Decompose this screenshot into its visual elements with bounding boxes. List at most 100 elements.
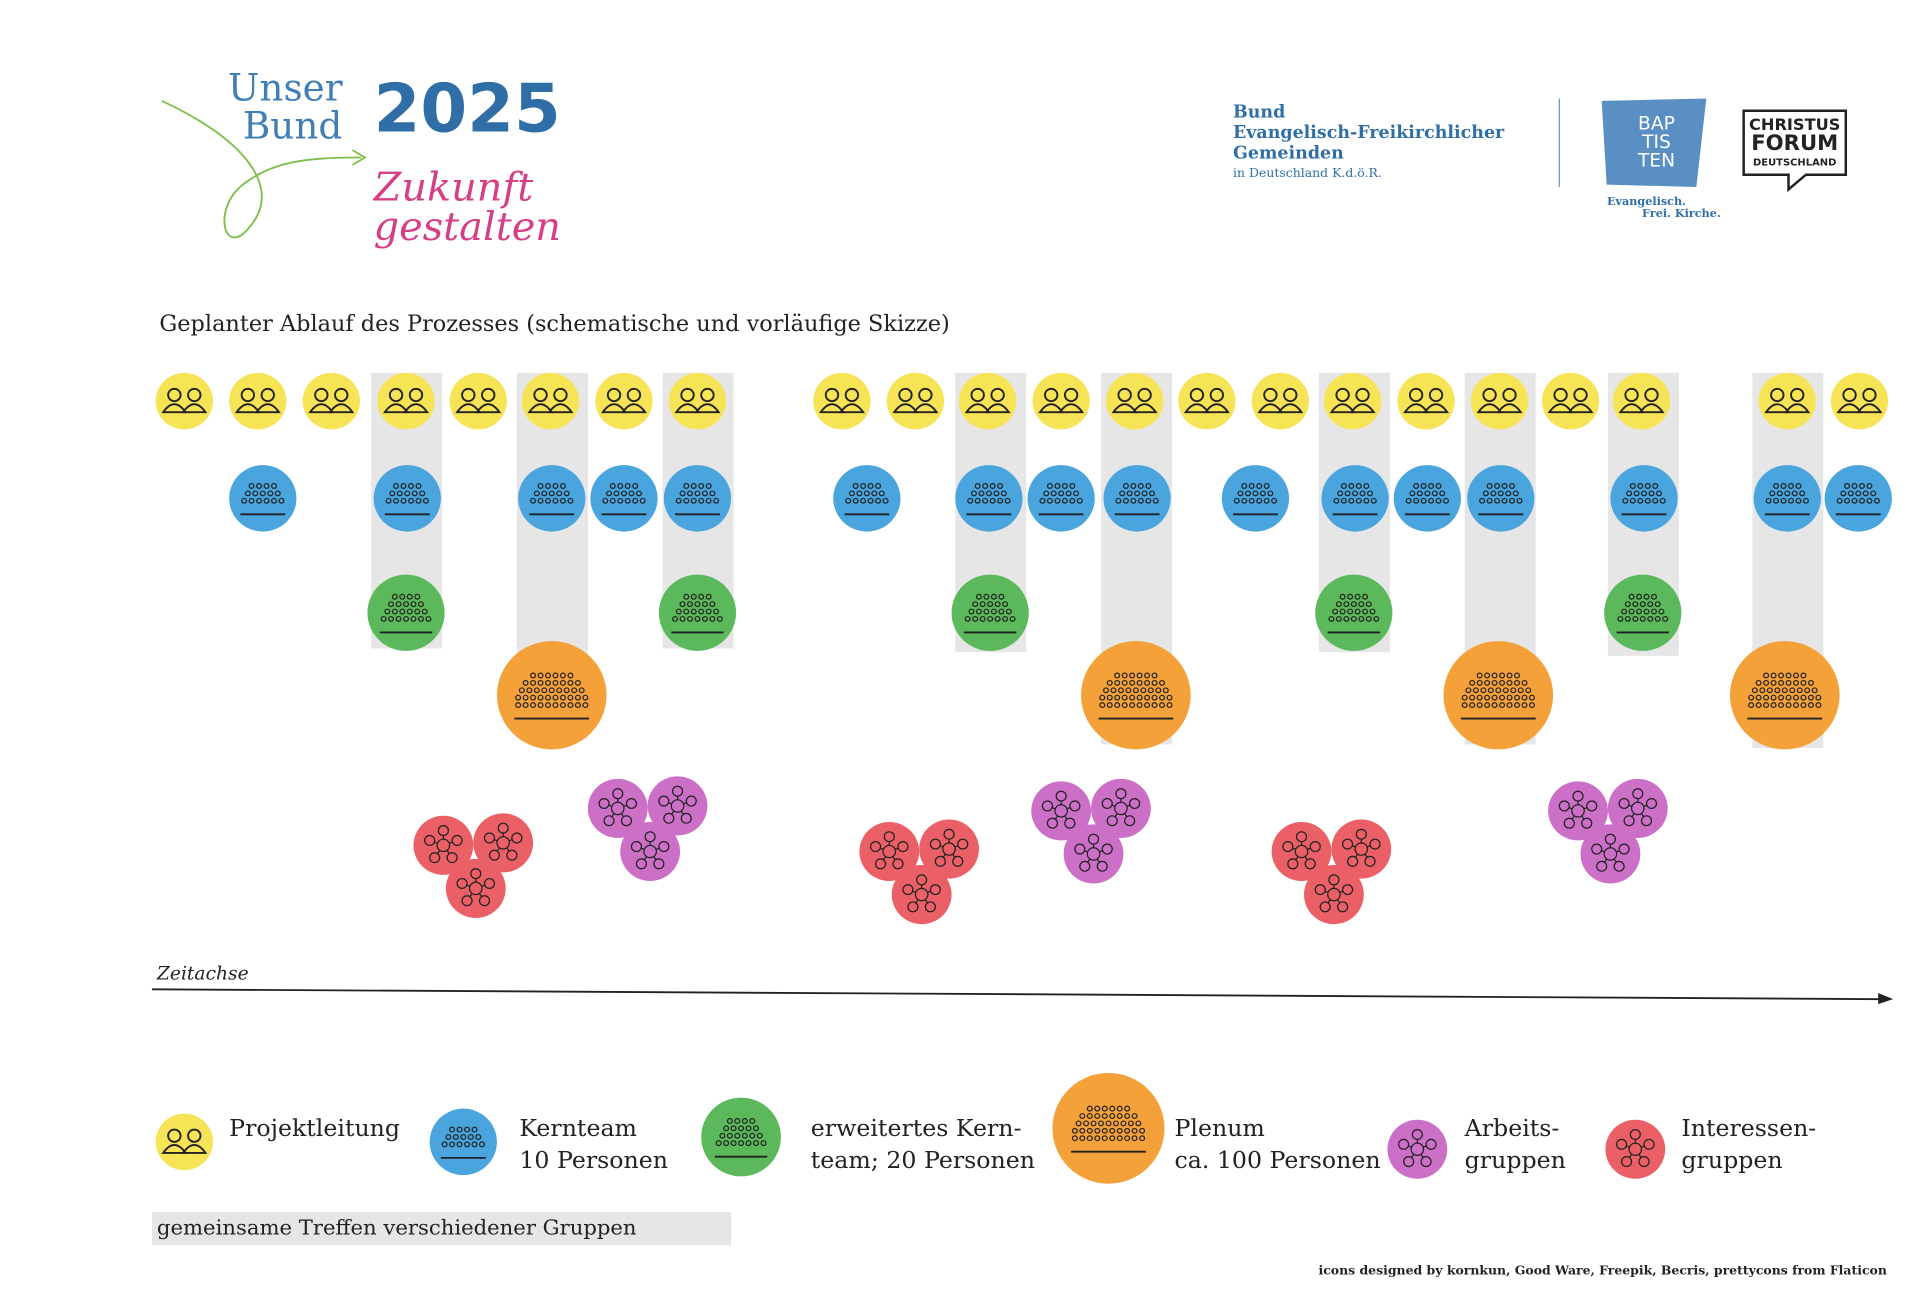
person <box>471 1141 478 1148</box>
person <box>1795 497 1802 504</box>
person <box>1144 702 1151 709</box>
person <box>559 702 566 709</box>
circle-y <box>1470 372 1529 430</box>
person <box>1136 694 1143 701</box>
person <box>552 672 559 679</box>
person <box>1428 483 1435 490</box>
person <box>698 497 705 504</box>
person <box>541 687 548 694</box>
person <box>1495 687 1502 694</box>
person <box>705 608 712 615</box>
circle-b <box>1393 465 1461 532</box>
node <box>1403 1156 1415 1168</box>
org-name: Bund <box>1233 103 1285 123</box>
person <box>415 497 422 504</box>
person <box>1482 490 1489 497</box>
icon-p <box>1387 1119 1448 1179</box>
person <box>1800 672 1807 679</box>
person <box>1815 702 1822 709</box>
body <box>1784 403 1811 414</box>
circle-b <box>429 1108 497 1176</box>
person <box>1461 702 1468 709</box>
person <box>989 497 996 504</box>
person <box>990 608 997 615</box>
icon-p <box>1548 781 1608 841</box>
person <box>1624 615 1631 622</box>
person <box>449 1141 456 1148</box>
person <box>1501 497 1508 504</box>
person <box>1770 702 1777 709</box>
person <box>1129 702 1136 709</box>
person <box>415 483 422 490</box>
baptisten-logo <box>1601 98 1707 188</box>
head <box>626 387 642 403</box>
person <box>713 497 720 504</box>
icon-b <box>373 465 441 532</box>
person <box>1134 490 1141 497</box>
head <box>533 387 548 403</box>
person <box>1362 593 1369 600</box>
person <box>1114 694 1121 701</box>
circle-b <box>518 465 586 532</box>
person <box>1629 497 1636 504</box>
person <box>1785 679 1792 686</box>
head <box>1408 387 1424 403</box>
node <box>874 858 887 870</box>
person <box>1117 687 1124 694</box>
node <box>429 852 441 864</box>
person <box>723 1140 730 1147</box>
body <box>475 403 502 414</box>
person <box>1769 490 1776 497</box>
person <box>1079 1113 1086 1120</box>
icon-b <box>1467 465 1535 532</box>
person <box>972 601 979 608</box>
person <box>274 490 281 497</box>
person <box>1770 672 1777 679</box>
node <box>1591 843 1603 855</box>
node <box>468 881 483 896</box>
person <box>1094 1113 1101 1120</box>
circle-y <box>1830 372 1889 430</box>
person <box>1350 601 1357 608</box>
icon-r <box>1271 821 1332 882</box>
logo-swoosh <box>161 100 362 239</box>
circle-g <box>951 574 1029 651</box>
person <box>1844 483 1851 490</box>
person <box>1759 687 1766 694</box>
head <box>1044 387 1059 403</box>
node <box>643 844 657 859</box>
person <box>1506 702 1513 709</box>
node <box>437 825 449 837</box>
person <box>1136 702 1143 709</box>
person <box>441 1141 448 1148</box>
person <box>609 497 616 504</box>
person <box>537 694 544 701</box>
head <box>1553 387 1568 403</box>
person <box>1166 702 1173 709</box>
credits: icons designed by kornkun, Good Ware, Fr… <box>1318 1263 1886 1278</box>
person <box>1139 1135 1146 1142</box>
person <box>1131 1113 1138 1120</box>
person <box>624 483 631 490</box>
person <box>1335 615 1342 622</box>
icon-b <box>663 465 732 532</box>
person <box>1428 497 1435 504</box>
person <box>263 497 270 504</box>
person <box>574 679 581 686</box>
person <box>1484 702 1491 709</box>
person <box>1110 687 1117 694</box>
person <box>1487 687 1494 694</box>
body <box>181 1144 208 1154</box>
body <box>1638 403 1665 414</box>
circle-y <box>155 1113 213 1171</box>
person <box>1435 497 1442 504</box>
person <box>391 593 398 600</box>
person <box>1413 497 1420 504</box>
person <box>606 490 613 497</box>
head <box>1842 387 1857 403</box>
icon-p <box>1063 824 1124 884</box>
person <box>1046 483 1053 490</box>
person <box>1355 497 1362 504</box>
person <box>878 490 885 497</box>
circle-y <box>155 372 213 430</box>
